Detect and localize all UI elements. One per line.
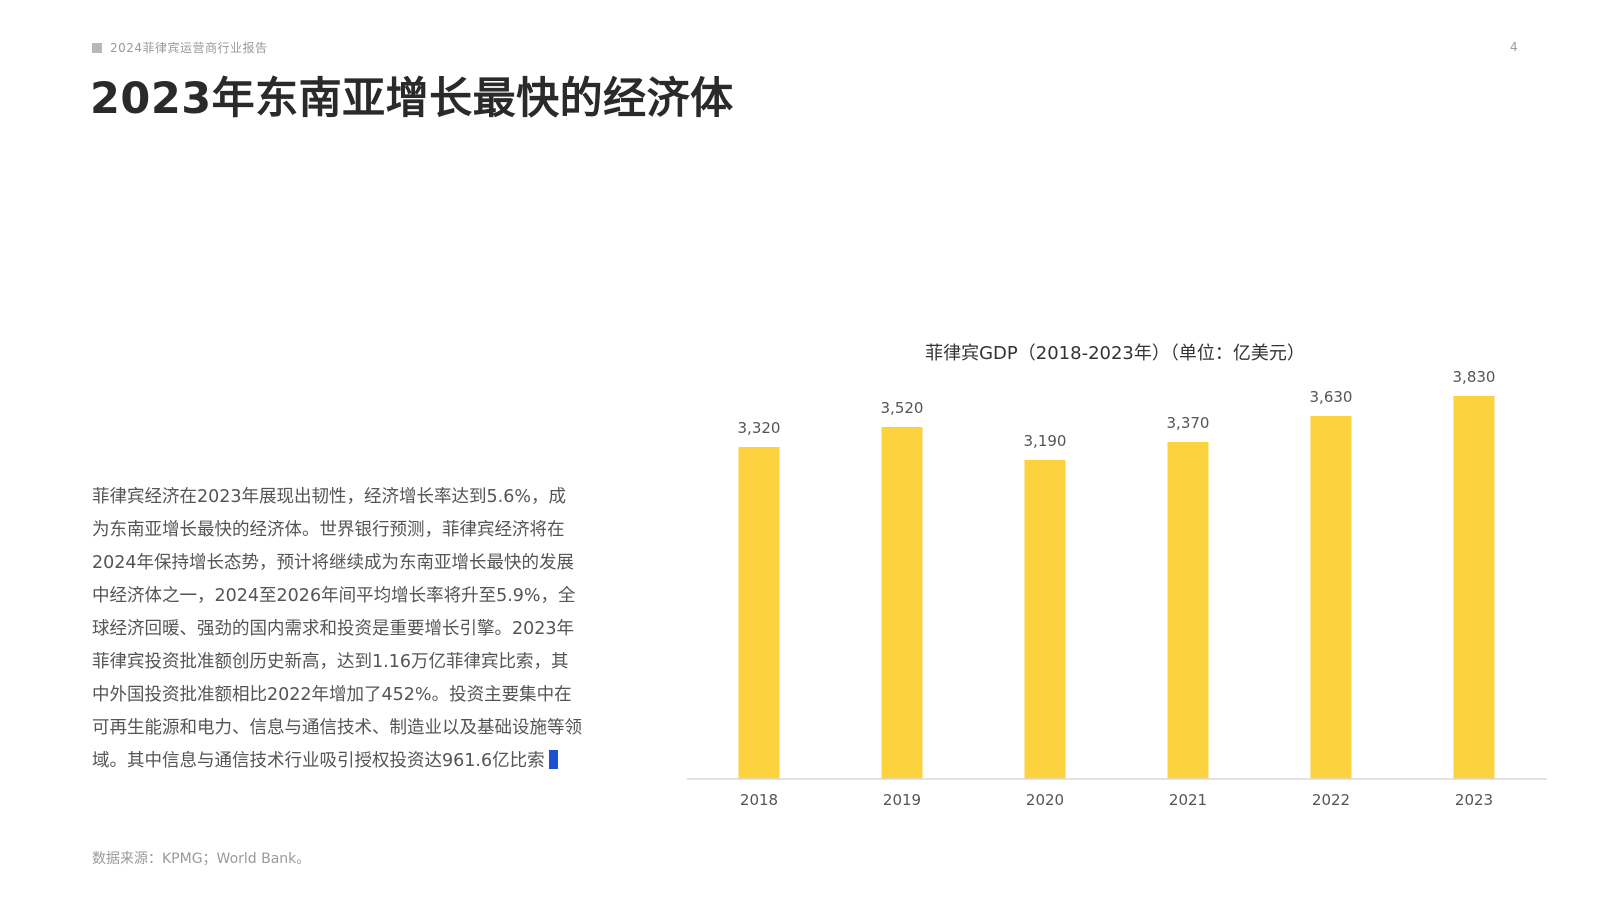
chart-title: 菲律宾GDP（2018-2023年）（单位：亿美元） [925,343,1305,364]
data-label-2019: 3,520 [881,399,924,417]
page-number: 4 [1510,40,1518,54]
x-tick-2022: 2022 [1312,791,1350,809]
x-tick-2019: 2019 [883,791,921,809]
x-tick-2023: 2023 [1455,791,1493,809]
bar-2021 [1167,442,1209,779]
bar-2020 [1024,460,1066,779]
bar-2018 [738,447,780,779]
body-paragraph: 菲律宾经济在2023年展现出韧性，经济增长率达到5.6%，成为东南亚增长最快的经… [92,481,582,778]
source-note: 数据来源：KPMG；World Bank。 [92,851,311,867]
bar-2023 [1453,396,1495,779]
x-tick-2021: 2021 [1169,791,1207,809]
text-cursor-icon [548,750,558,769]
body-text: 菲律宾经济在2023年展现出韧性，经济增长率达到5.6%，成为东南亚增长最快的经… [92,487,582,771]
page-title: 2023年东南亚增长最快的经济体 [90,74,734,124]
x-tick-2020: 2020 [1026,791,1064,809]
bar-2019 [881,427,923,779]
report-header: 2024菲律宾运营商行业报告 [92,39,268,56]
data-label-2018: 3,320 [738,419,781,437]
data-label-2023: 3,830 [1453,368,1496,386]
x-tick-2018: 2018 [740,791,778,809]
header-square-icon [92,42,102,53]
data-label-2021: 3,370 [1167,414,1210,432]
report-label: 2024菲律宾运营商行业报告 [110,41,268,55]
data-label-2020: 3,190 [1024,432,1067,450]
bars-layer [738,396,1495,779]
data-label-2022: 3,630 [1310,388,1353,406]
bar-2022 [1310,416,1352,779]
labels-layer: 3,320 2018 3,520 2019 3,190 2020 3,370 2021 3,63… [738,368,1496,809]
